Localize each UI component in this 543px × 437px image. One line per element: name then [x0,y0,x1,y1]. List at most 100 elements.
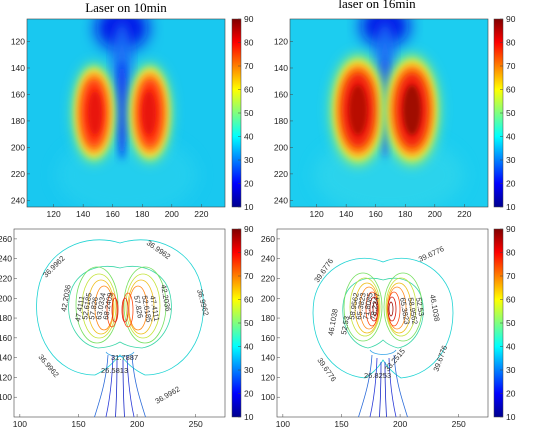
y-tick-label: 260 [0,234,12,244]
y-tick-label: 180 [11,116,25,126]
x-tick-label: 200 [165,209,179,219]
x-tick-label: 150 [71,419,85,429]
y-tick-label: 200 [0,293,12,303]
y-tick-label: 120 [261,372,275,382]
x-tick-label: 100 [276,419,290,429]
contour-label: 47.4111 [148,295,161,322]
x-tick-label: 200 [393,419,407,429]
chart-title-16min: laser on 16min [338,0,416,11]
plot-frame-16min [289,18,489,208]
y-tick-label: 160 [274,89,288,99]
colorbar-ticks-contour-16min: 10 20 30 40 50 60 70 80 90 [500,224,516,422]
colorbar-tick-label: 50 [244,318,254,328]
y-tick-label: 220 [0,273,12,283]
y-tick-label: 140 [261,353,275,363]
contour-label: 57.826 [87,296,100,320]
colorbar-ticks-contour-10min: 10 20 30 40 50 60 70 80 90 [238,224,254,422]
colorbar-tick-label: 30 [506,155,516,165]
colorbar-tick-label: 70 [506,271,516,281]
y-tick-label: 160 [11,89,25,99]
colorbar-tick-label: 40 [244,132,254,142]
contour-label: 47.4111 [73,295,86,322]
colorbar-ticks-10min: 10 20 30 40 50 60 70 80 90 [238,14,254,212]
contour-label: 26.8253 [364,371,391,380]
x-tick-label: 250 [189,419,203,429]
x-tick-label: 160 [369,209,383,219]
y-tick-label: 160 [0,333,12,343]
contour-lines-10min [36,239,204,417]
y-tick-label: 240 [261,254,275,264]
y-tick-label: 100 [0,392,12,402]
contour-16min: 39.6776 39.6776 39.6776 39.6776 46.1038 … [261,224,516,429]
y-tick-label: 180 [0,313,12,323]
heatmap-field-16min [290,19,488,207]
x-tick-label: 100 [13,419,27,429]
colorbar-tick-label: 30 [506,365,516,375]
colorbar-tick-label: 80 [506,248,516,258]
colorbar-tick-label: 60 [244,295,254,305]
y-tick-label: 120 [0,372,12,382]
colorbar-tick-label: 20 [506,179,516,189]
colorbar-tick-label: 40 [506,342,516,352]
contour-frame-10min [13,228,226,418]
x-tick-label: 180 [135,209,149,219]
x-tick-label: 180 [398,209,412,219]
colorbar-tick-label: 80 [244,248,254,258]
colorbar-tick-label: 50 [244,108,254,118]
colorbar-tick-label: 30 [244,155,254,165]
contour-frame-16min [276,228,489,418]
x-tick-label: 220 [457,209,471,219]
colorbar-tick-label: 60 [506,85,516,95]
x-tick-label: 150 [334,419,348,429]
y-tick-label: 260 [261,234,275,244]
x-tick-label: 120 [310,209,324,219]
colorbar-tick-label: 60 [506,295,516,305]
x-tick-label: 220 [194,209,208,219]
contour-label: 57.826 [132,295,145,319]
y-tick-label: 220 [274,169,288,179]
x-tick-label: 160 [106,209,120,219]
heatmap-10min: Laser on 10min 120 140 160 180 200 2201201401… [11,0,254,219]
colorbar-tick-label: 10 [506,412,516,422]
axes-10min: 120 140 160 180 200 220 120 140 160 180 200 220 240 [11,37,209,219]
colorbar-tick-label: 80 [506,38,516,48]
y-tick-label: 120 [274,37,288,47]
colorbar-tick-label: 10 [244,202,254,212]
colorbar-tick-label: 90 [506,14,516,24]
x-tick-label: 140 [339,209,353,219]
colorbar-tick-label: 80 [244,38,254,48]
y-tick-label: 180 [274,116,288,126]
y-tick-label: 180 [261,313,275,323]
contour-label: 52.53 [414,297,426,317]
colorbar-tick-label: 50 [506,318,516,328]
axes-contour-16min: 100 150 200 250 100 120 140 160 180 200 220 240 260 [261,234,466,429]
y-tick-label: 120 [11,37,25,47]
colorbar-ticks-16min: 10 20 30 40 50 60 70 80 90 [500,14,516,212]
colorbar-tick-label: 40 [244,342,254,352]
x-tick-label: 120 [47,209,61,219]
colorbar-tick-label: 90 [244,14,254,24]
colorbar-tick-label: 30 [244,365,254,375]
colorbar-tick-label: 70 [244,271,254,281]
heatmap-field-10min [27,19,225,207]
colorbar-tick-label: 70 [506,61,516,71]
colorbar-tick-label: 90 [244,224,254,234]
x-tick-label: 250 [452,419,466,429]
x-tick-label: 200 [428,209,442,219]
y-tick-label: 140 [11,63,25,73]
y-tick-label: 200 [274,142,288,152]
colorbar-tick-label: 10 [244,412,254,422]
x-tick-label: 140 [76,209,90,219]
contour-label: 52.53 [339,315,351,335]
y-tick-label: 240 [274,195,288,205]
colorbar-tick-label: 10 [506,202,516,212]
colorbar-tick-label: 20 [244,389,254,399]
y-tick-label: 160 [261,333,275,343]
axes-contour-10min: 100 150 200 250 100 120 140 160 180 200 220 240 260 [0,234,203,429]
y-tick-label: 220 [11,169,25,179]
colorbar-tick-label: 90 [506,224,516,234]
y-tick-label: 100 [261,392,275,402]
colorbar-tick-label: 20 [506,389,516,399]
y-tick-label: 200 [11,142,25,152]
